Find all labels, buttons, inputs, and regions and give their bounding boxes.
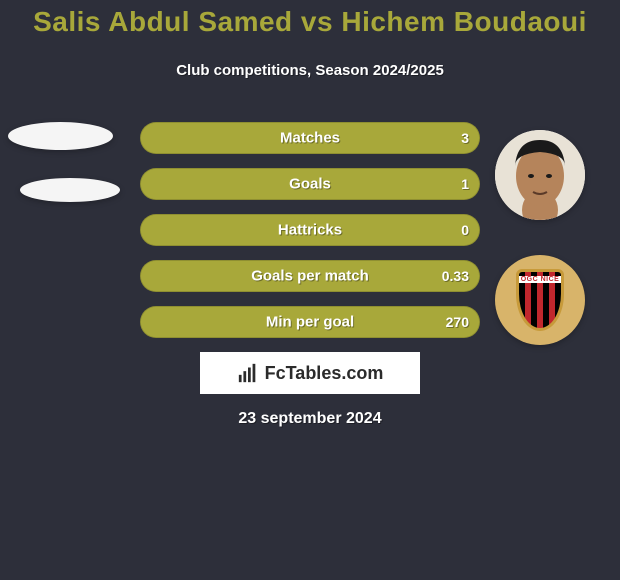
- stat-bar: Matches 3: [140, 122, 480, 154]
- date-label: 23 september 2024: [0, 410, 620, 428]
- bar-value-right: 0.33: [442, 268, 469, 284]
- left-player-avatar: [8, 122, 113, 150]
- stat-bar: Goals per match 0.33: [140, 260, 480, 292]
- club-badge-text: OGC NICE: [519, 276, 561, 283]
- bar-label: Goals per match: [251, 268, 369, 285]
- stat-bars: Matches 3 Goals 1 Hattricks 0 Goals per match 0…: [140, 122, 480, 352]
- bar-label: Matches: [280, 130, 340, 147]
- bar-chart-icon: [237, 362, 259, 384]
- comparison-infographic: Salis Abdul Samed vs Hichem Boudaoui Clu…: [0, 0, 620, 580]
- bar-label: Goals: [289, 176, 331, 193]
- brand-box: FcTables.com: [200, 352, 420, 394]
- bar-value-right: 1: [461, 176, 469, 192]
- right-player-avatar: [495, 130, 585, 220]
- right-club-badge: OGC NICE: [495, 255, 585, 345]
- bar-label: Hattricks: [278, 222, 342, 239]
- stat-bar: Goals 1: [140, 168, 480, 200]
- brand-text: FcTables.com: [265, 363, 384, 384]
- bar-value-right: 270: [446, 314, 469, 330]
- stat-bar: Hattricks 0: [140, 214, 480, 246]
- bar-label: Min per goal: [266, 314, 354, 331]
- left-club-badge: [20, 178, 120, 202]
- bar-value-right: 3: [461, 130, 469, 146]
- bar-value-right: 0: [461, 222, 469, 238]
- stat-bar: Min per goal 270: [140, 306, 480, 338]
- subtitle: Club competitions, Season 2024/2025: [0, 62, 620, 79]
- player-face-icon: [495, 130, 585, 220]
- page-title: Salis Abdul Samed vs Hichem Boudaoui: [0, 6, 620, 38]
